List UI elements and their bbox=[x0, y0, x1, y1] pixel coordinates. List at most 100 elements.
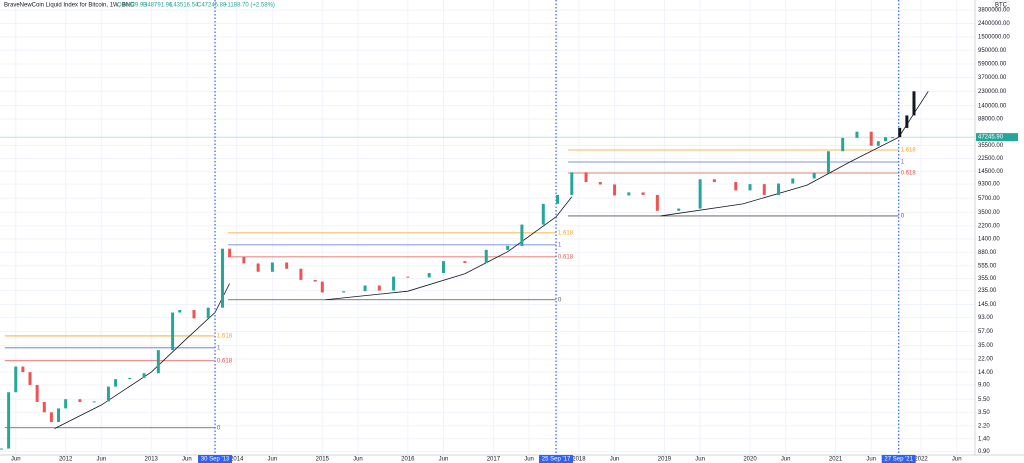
price-bar bbox=[584, 172, 588, 183]
price-bar bbox=[869, 131, 873, 146]
price-bar bbox=[392, 276, 396, 291]
y-tick-label: 22500.00 bbox=[978, 156, 1004, 162]
y-tick-label: 880.00 bbox=[978, 250, 997, 256]
x-tick-label: Jun bbox=[695, 457, 705, 463]
price-bar bbox=[192, 310, 196, 319]
close-value: C47245.88 bbox=[197, 3, 227, 9]
price-bar bbox=[677, 208, 681, 211]
price-bar bbox=[855, 131, 859, 138]
price-bar bbox=[891, 137, 895, 139]
y-tick-label: 3.50 bbox=[978, 410, 990, 416]
price-bar bbox=[21, 366, 25, 373]
fib-level-label: 1.618 bbox=[217, 334, 233, 340]
cycle-marker-badge bbox=[198, 455, 233, 463]
x-tick-label: Jun bbox=[524, 457, 534, 463]
fib-level-label: 0.618 bbox=[217, 358, 233, 364]
price-bar bbox=[92, 401, 96, 403]
price-bar bbox=[613, 184, 617, 196]
high-value: H48791.96 bbox=[143, 3, 173, 9]
price-bar bbox=[520, 224, 524, 246]
y-tick-label: 57.00 bbox=[978, 329, 994, 335]
price-bar bbox=[64, 399, 68, 409]
price-bar bbox=[7, 392, 11, 449]
symbol-title: BraveNewCoin Liquid Index for Bitcoin, 1… bbox=[4, 3, 135, 9]
x-tick-label: Jun bbox=[182, 457, 192, 463]
currency-label: BTC bbox=[995, 3, 1008, 9]
y-tick-label: 145.00 bbox=[978, 302, 997, 308]
currency-badge bbox=[992, 0, 1010, 10]
price-bar bbox=[299, 268, 303, 280]
last-price-label: 47245.90 bbox=[978, 135, 1004, 141]
price-bar bbox=[128, 377, 132, 380]
price-bar bbox=[427, 273, 431, 278]
x-tick-label: 2021 bbox=[829, 457, 843, 463]
y-tick-label: 2200.00 bbox=[978, 223, 1000, 229]
x-tick-label: Jun bbox=[96, 457, 106, 463]
x-tick-label: Jun bbox=[781, 457, 791, 463]
price-bar bbox=[171, 312, 175, 351]
price-bar bbox=[777, 183, 781, 195]
price-bar bbox=[762, 184, 766, 195]
price-bar bbox=[712, 179, 716, 183]
low-value: L43516.54 bbox=[170, 3, 199, 9]
x-tick-label: Jun bbox=[952, 457, 962, 463]
price-bar bbox=[256, 263, 260, 272]
y-tick-label: 1500000.00 bbox=[978, 35, 1010, 41]
price-bar bbox=[242, 256, 246, 264]
price-bar bbox=[220, 248, 224, 308]
price-bar bbox=[655, 194, 659, 211]
x-tick-label: 2017 bbox=[487, 457, 501, 463]
cycle-marker-badge bbox=[539, 455, 574, 463]
price-bar bbox=[748, 184, 752, 191]
fib-level-label: 0 bbox=[217, 425, 221, 431]
y-tick-label: 3800000.00 bbox=[978, 8, 1010, 14]
x-tick-label: 2022 bbox=[914, 457, 928, 463]
fib-level-label: 0 bbox=[901, 214, 905, 220]
x-tick-label: 2019 bbox=[658, 457, 672, 463]
price-bar bbox=[342, 291, 346, 293]
price-bar bbox=[698, 179, 702, 209]
x-tick-label: 2015 bbox=[316, 457, 330, 463]
plot: 1.618 1 0.618 0 1.618 1 0.618 0 1.618 1 0.618 0 bbox=[0, 0, 975, 455]
y-tick-label: 2.20 bbox=[978, 423, 990, 429]
x-tick-label: 2016 bbox=[401, 457, 415, 463]
price-bar bbox=[377, 285, 381, 291]
price-bar bbox=[156, 350, 160, 374]
price-bar bbox=[0, 448, 4, 450]
x-tick-label: 2012 bbox=[59, 457, 73, 463]
price-bar bbox=[206, 307, 210, 319]
fib-level-label: 0 bbox=[558, 297, 562, 303]
price-bar bbox=[114, 379, 118, 387]
price-bar bbox=[406, 276, 410, 278]
y-tick-label: 370000.00 bbox=[978, 75, 1007, 81]
y-tick-label: 235.00 bbox=[978, 288, 997, 294]
price-bar bbox=[106, 386, 110, 402]
y-tick-label: 230000.00 bbox=[978, 89, 1007, 95]
fib-level-label: 0.618 bbox=[558, 254, 574, 260]
fib-level-label: 1 bbox=[901, 160, 905, 166]
last-price-badge bbox=[976, 133, 1018, 142]
price-bar bbox=[285, 262, 289, 269]
y-tick-label: 1400.00 bbox=[978, 237, 1000, 243]
support-curve bbox=[54, 283, 230, 429]
y-tick-label: 590000.00 bbox=[978, 62, 1007, 68]
change-value: +1188.70 (+2.58%) bbox=[224, 3, 275, 9]
fib-level-label: 1.618 bbox=[558, 230, 574, 236]
price-bar bbox=[826, 151, 830, 173]
cycle-marker-label: 25 Sep '17 bbox=[542, 457, 571, 463]
projection-bar bbox=[905, 115, 909, 128]
price-bar bbox=[14, 366, 18, 393]
x-tick-label: 2020 bbox=[743, 457, 757, 463]
price-bar bbox=[270, 262, 274, 272]
price-bar bbox=[78, 399, 82, 402]
x-tick-label: Jun bbox=[11, 457, 21, 463]
y-tick-label: 9.00 bbox=[978, 383, 990, 389]
x-tick-label: Jun bbox=[439, 457, 449, 463]
price-bar bbox=[463, 261, 467, 263]
price-bar bbox=[28, 372, 32, 385]
x-tick-label: 2014 bbox=[230, 457, 244, 463]
price-bar bbox=[883, 137, 887, 142]
y-tick-label: 35.00 bbox=[978, 343, 994, 349]
price-bar bbox=[841, 137, 845, 152]
